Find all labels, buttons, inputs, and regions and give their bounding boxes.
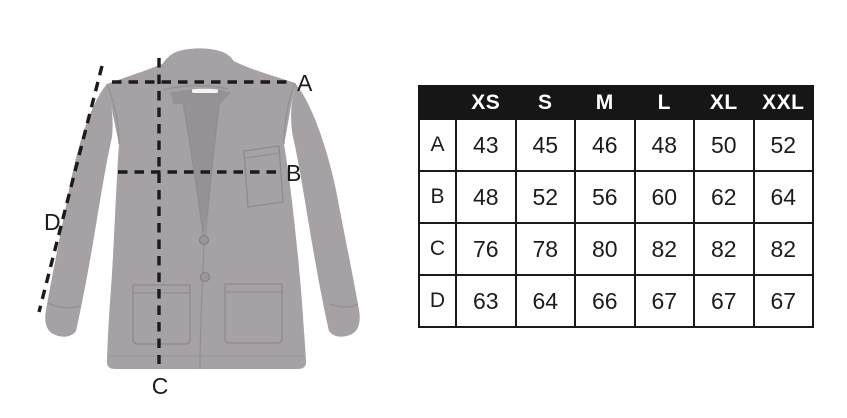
size-value-cell: 45 <box>514 118 576 172</box>
size-chart: XS S M L XL XXL A 43 45 46 48 50 52 B 48 52 56 60 62 64 C 76… <box>418 85 814 328</box>
bottom-button <box>200 272 210 282</box>
size-value-cell: 80 <box>574 222 636 276</box>
size-value-cell: 48 <box>455 170 517 224</box>
size-value-cell: 76 <box>455 222 517 276</box>
jacket-diagram-svg: A B C D <box>37 48 360 399</box>
top-button <box>199 235 209 245</box>
size-column-header: XS <box>455 85 517 120</box>
size-value-cell: 62 <box>693 170 755 224</box>
size-value-cell: 43 <box>455 118 517 172</box>
size-value-cell: 67 <box>693 274 755 328</box>
lower-right-pocket <box>224 283 283 344</box>
size-column-header: S <box>514 85 576 120</box>
size-value-cell: 50 <box>693 118 755 172</box>
size-column-header: M <box>574 85 636 120</box>
size-column-header: XL <box>693 85 755 120</box>
left-cuff-seam <box>47 302 81 309</box>
measurement-row-label: B <box>418 170 457 224</box>
chest-pocket-welt <box>244 152 281 159</box>
size-value-cell: 64 <box>752 170 814 224</box>
right-lapel-edge-seam <box>204 107 220 241</box>
measurement-line-d <box>37 65 104 313</box>
measurement-overlay: A B C D <box>37 58 313 399</box>
size-value-cell: 64 <box>514 274 576 328</box>
size-value-cell: 48 <box>633 118 695 172</box>
measurement-row-label: C <box>418 222 457 276</box>
measurement-label-a: A <box>297 70 313 96</box>
size-chart-row: A 43 45 46 48 50 52 <box>418 118 814 172</box>
size-value-cell: 82 <box>693 222 755 276</box>
jacket-right-sleeve <box>291 83 360 337</box>
size-column-header: XXL <box>752 85 814 120</box>
size-value-cell: 46 <box>574 118 636 172</box>
size-chart-row: D 63 64 66 67 67 67 <box>418 274 814 328</box>
center-front-seam <box>199 241 205 370</box>
measurement-label-b: B <box>286 160 301 186</box>
right-armhole-seam <box>283 82 296 145</box>
collar-fold-seam <box>162 85 229 91</box>
size-value-cell: 52 <box>514 170 576 224</box>
right-cuff-seam <box>329 303 359 308</box>
size-chart-table: XS S M L XL XXL A 43 45 46 48 50 52 B 48 52 56 60 62 64 C 76… <box>418 85 814 328</box>
lower-left-pocket <box>132 284 191 345</box>
size-value-cell: 63 <box>455 274 517 328</box>
jacket-left-lapel <box>151 97 204 240</box>
size-value-cell: 52 <box>752 118 814 172</box>
size-value-cell: 82 <box>633 222 695 276</box>
measurement-label-c: C <box>152 373 169 399</box>
left-armhole-seam <box>106 83 120 145</box>
size-chart-row: B 48 52 56 60 62 64 <box>418 170 814 224</box>
jacket-right-lapel <box>205 93 243 240</box>
jacket-measurement-diagram: A B C D <box>0 0 420 413</box>
size-value-cell: 67 <box>633 274 695 328</box>
measurement-row-label: D <box>418 274 457 328</box>
measurement-row-label: A <box>418 118 457 172</box>
size-value-cell: 78 <box>514 222 576 276</box>
size-value-cell: 60 <box>633 170 695 224</box>
size-value-cell: 67 <box>752 274 814 328</box>
size-value-cell: 66 <box>574 274 636 328</box>
chest-pocket <box>243 145 284 208</box>
size-value-cell: 56 <box>574 170 636 224</box>
size-chart-row: C 76 78 80 82 82 82 <box>418 222 814 276</box>
jacket-illustration <box>45 48 360 370</box>
jacket-collar <box>151 48 238 97</box>
corner-cell <box>418 85 457 120</box>
measurement-label-d: D <box>44 209 61 235</box>
size-value-cell: 82 <box>752 222 814 276</box>
size-column-header: L <box>633 85 695 120</box>
size-chart-header-row: XS S M L XL XXL <box>418 85 814 120</box>
left-lapel-edge-seam <box>182 102 205 241</box>
jacket-left-sleeve <box>45 84 113 337</box>
